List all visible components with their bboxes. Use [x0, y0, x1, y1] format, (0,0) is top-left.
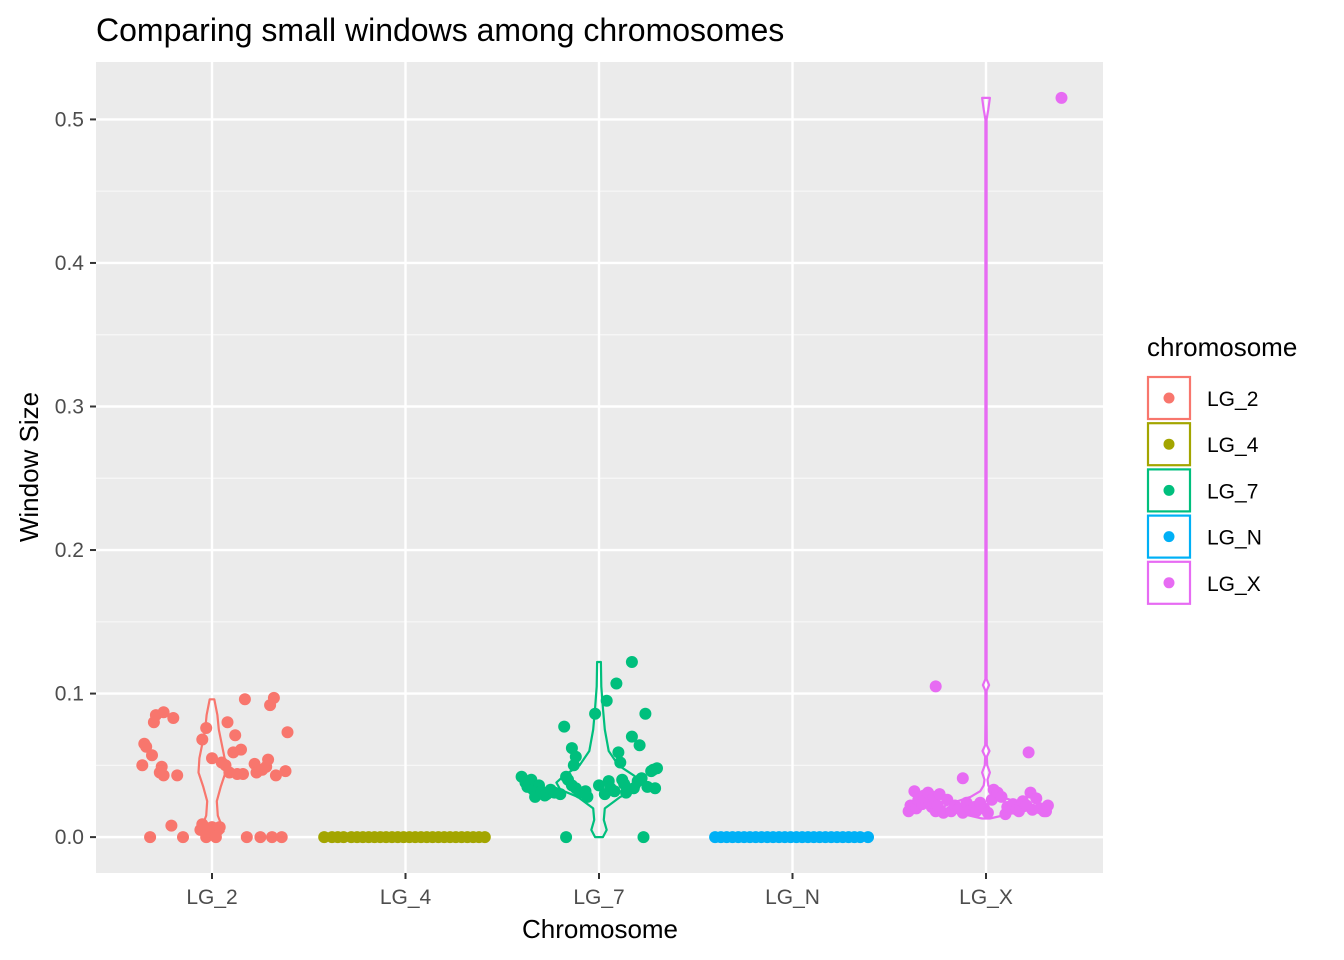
point-lg-2	[144, 831, 157, 844]
point-lg-2	[140, 740, 153, 753]
point-lg-7	[639, 707, 652, 720]
x-axis-ticks: LG_2 LG_4 LG_7 LG_N LG_X	[186, 873, 1013, 909]
point-lg-7	[614, 756, 627, 769]
point-lg-2	[267, 691, 280, 704]
legend-key-box	[1146, 422, 1192, 467]
x-tick-label: LG_4	[380, 886, 432, 909]
y-tick-label: 0.4	[55, 252, 85, 275]
point-lg-2	[269, 769, 282, 782]
point-lg-2	[279, 765, 292, 778]
point-lg-7	[651, 762, 663, 775]
point-lg-2	[281, 726, 294, 739]
point-lg-7	[600, 694, 613, 707]
legend: chromosome LG_2 LG_4 LG_7 LG_N LG_X	[1146, 332, 1297, 605]
y-axis-title: Window Size	[14, 392, 44, 542]
x-axis-title: Chromosome	[522, 914, 678, 944]
legend-label: LG_4	[1207, 434, 1259, 457]
point-lg-2	[213, 821, 226, 834]
point-lg-x	[956, 772, 969, 785]
violin-lg-7	[555, 660, 643, 839]
legend-key-point	[1163, 438, 1175, 450]
y-axis-ticks: 0.0 0.1 0.2 0.3 0.4 0.5	[55, 108, 96, 849]
point-lg-7	[608, 785, 621, 798]
point-lg-7	[625, 656, 638, 668]
point-lg-2	[238, 693, 251, 706]
point-lg-2	[262, 753, 275, 766]
point-lg-2	[146, 749, 158, 762]
legend-key-point	[1163, 392, 1175, 404]
point-lg-2	[275, 831, 288, 844]
point-lg-x	[929, 680, 942, 693]
chart-title: Comparing small windows among chromosome…	[96, 12, 784, 48]
point-lg-7	[558, 720, 571, 733]
point-lg-2	[157, 769, 170, 782]
point-lg-2	[165, 819, 178, 832]
point-lg-7	[649, 782, 662, 795]
point-lg-2	[177, 831, 189, 844]
y-tick-label: 0.1	[55, 683, 84, 706]
legend-key-point	[1163, 484, 1175, 496]
point-lg-7	[612, 746, 625, 759]
point-lg-x	[981, 806, 994, 819]
legend-label: LG_N	[1207, 527, 1262, 550]
point-lg-2	[235, 743, 247, 756]
point-lg-2	[237, 768, 249, 780]
legend-label: LG_7	[1207, 480, 1258, 503]
violin-lg-2	[197, 698, 227, 839]
point-lg-2	[254, 831, 267, 844]
point-lg-x	[1041, 799, 1054, 812]
point-lg-x	[1055, 91, 1068, 104]
point-lg-2	[171, 769, 184, 782]
point-lg-x	[995, 790, 1008, 803]
x-tick-label: LG_N	[765, 886, 820, 909]
point-lg-2	[240, 831, 253, 844]
legend-key-box	[1146, 468, 1192, 513]
point-lg-2	[136, 759, 149, 772]
point-lg-2	[167, 712, 180, 724]
point-lg-7	[554, 788, 567, 801]
point-lg-7	[625, 730, 638, 743]
point-lg-2	[266, 831, 278, 844]
legend-keys: LG_2 LG_4 LG_7 LG_N LG_X	[1146, 375, 1262, 605]
point-lg-2	[221, 716, 234, 729]
point-lg-2	[196, 733, 209, 746]
y-tick-label: 0.3	[55, 395, 84, 418]
points	[136, 91, 1068, 844]
x-tick-label: LG_7	[573, 886, 624, 909]
y-tick-label: 0.0	[55, 826, 84, 849]
y-tick-label: 0.5	[55, 108, 84, 131]
legend-key-box	[1146, 375, 1192, 421]
point-lg-x	[1022, 746, 1035, 759]
point-lg-7	[637, 831, 650, 844]
x-tick-label: LG_X	[959, 886, 1013, 909]
point-lg-7	[581, 790, 594, 803]
point-lg-2	[157, 706, 170, 719]
legend-label: LG_2	[1207, 388, 1258, 411]
point-lg-2	[209, 831, 222, 844]
point-lg-2	[229, 729, 242, 742]
point-lg-7	[610, 677, 623, 690]
legend-key-box	[1146, 560, 1192, 605]
point-lg-7	[589, 707, 602, 720]
x-tick-label: LG_2	[186, 886, 237, 909]
point-lg-4	[478, 831, 491, 844]
point-lg-2	[200, 722, 213, 734]
legend-key-point	[1163, 577, 1175, 589]
legend-key-box	[1146, 514, 1192, 559]
point-lg-7	[593, 779, 605, 792]
point-lg-7	[569, 750, 582, 763]
point-lg-2	[206, 752, 218, 765]
legend-label: LG_X	[1207, 573, 1261, 596]
legend-title: chromosome	[1147, 332, 1297, 362]
point-lg-7	[635, 772, 648, 785]
point-lg-7	[633, 739, 646, 752]
point-lg-x	[1030, 792, 1043, 805]
point-lg-7	[560, 831, 573, 844]
y-tick-label: 0.2	[55, 539, 84, 562]
point-lg-n	[862, 831, 874, 844]
legend-key-point	[1163, 531, 1175, 543]
